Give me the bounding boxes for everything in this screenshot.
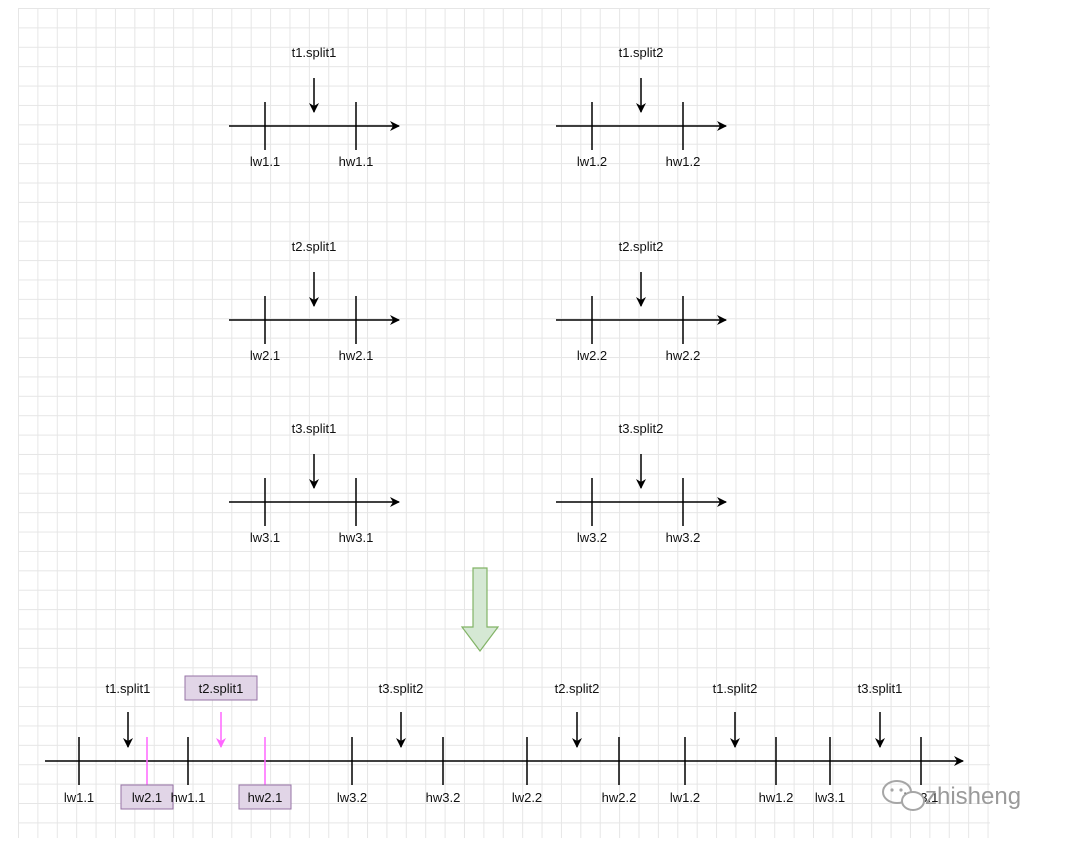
watermark: zhisheng [882, 780, 1021, 811]
merged-tick-label: hw1.2 [759, 790, 794, 805]
merged-tick-label-box [238, 784, 292, 810]
merged-tick-label: hw2.1 [248, 790, 283, 805]
split-label: t1.split1 [292, 45, 337, 60]
merged-split-label: t1.split1 [106, 681, 151, 696]
low-watermark-label: lw1.2 [577, 154, 607, 169]
merged-tick-label: lw1.1 [64, 790, 94, 805]
split-label: t1.split2 [619, 45, 664, 60]
panel: t3.split1 lw3.1 hw3.1 [229, 421, 400, 545]
high-watermark-label: hw1.1 [339, 154, 374, 169]
low-watermark-label: lw3.1 [250, 530, 280, 545]
merge-down-arrow-icon [460, 567, 500, 652]
watermark-text: zhisheng [925, 783, 1021, 810]
high-watermark-label: hw1.2 [666, 154, 701, 169]
split-label: t2.split1 [292, 239, 337, 254]
merged-split-label: t3.split1 [858, 681, 903, 696]
merged-split-label: t3.split2 [379, 681, 424, 696]
high-watermark-label: hw3.2 [666, 530, 701, 545]
merged-split-label-box [184, 675, 258, 701]
wechat-icon [882, 780, 925, 811]
merged-timeline: t1.split1 t2.split1 t3.split2 t2.split2 t1.s… [45, 675, 964, 810]
panel: t2.split2 lw2.2 hw2.2 [556, 239, 727, 363]
merged-tick-label: lw2.2 [512, 790, 542, 805]
merged-tick-label: lw1.2 [670, 790, 700, 805]
merged-tick-label: lw2.1 [132, 790, 162, 805]
merged-tick-label: lw3.1 [815, 790, 845, 805]
split-label: t3.split1 [292, 421, 337, 436]
high-watermark-label: hw2.2 [666, 348, 701, 363]
split-label: t3.split2 [619, 421, 664, 436]
grid-background [18, 8, 990, 838]
merged-split-label: t2.split1 [199, 681, 244, 696]
panel: t2.split1 lw2.1 hw2.1 [229, 239, 400, 363]
low-watermark-label: lw2.2 [577, 348, 607, 363]
merged-tick-label: hw1.1 [171, 790, 206, 805]
split-label: t2.split2 [619, 239, 664, 254]
merged-tick-label: lw3.2 [337, 790, 367, 805]
merged-tick-label: hw3.2 [426, 790, 461, 805]
merged-split-label: t1.split2 [713, 681, 758, 696]
merged-tick-label-box [120, 784, 174, 810]
panel: t1.split2 lw1.2 hw1.2 [556, 45, 727, 169]
low-watermark-label: lw3.2 [577, 530, 607, 545]
high-watermark-label: hw2.1 [339, 348, 374, 363]
merged-tick-label: hw2.2 [602, 790, 637, 805]
high-watermark-label: hw3.1 [339, 530, 374, 545]
panel: t1.split1 lw1.1 hw1.1 [229, 45, 400, 169]
low-watermark-label: lw1.1 [250, 154, 280, 169]
merged-split-label: t2.split2 [555, 681, 600, 696]
panel: t3.split2 lw3.2 hw3.2 [556, 421, 727, 545]
low-watermark-label: lw2.1 [250, 348, 280, 363]
